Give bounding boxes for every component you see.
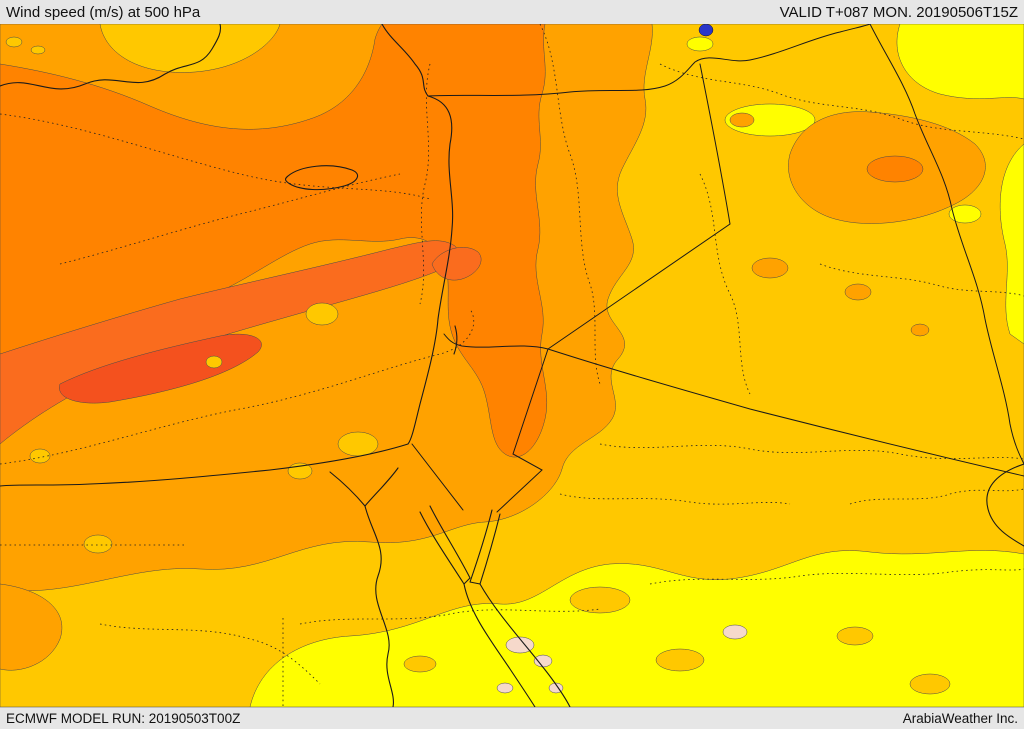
contour-fill-amber-islands (403, 586, 951, 695)
jordan-saudi-border (496, 348, 549, 513)
red-sea-west (463, 583, 536, 707)
dead-sea (453, 325, 458, 355)
contour-fill-yellow-regions (3, 24, 1024, 707)
brand-label: ArabiaWeather Inc. (902, 711, 1018, 726)
model-run-label: ECMWF MODEL RUN: 20190503T00Z (6, 711, 241, 726)
contour-fill-dark-orange-band (0, 24, 924, 458)
country-borders (411, 24, 1024, 513)
nile-river (364, 505, 394, 707)
cyprus-island (285, 165, 359, 191)
contour-fill-amber-holes (5, 24, 379, 554)
israel-egypt-border (411, 443, 464, 511)
nile-delta-east (364, 467, 399, 507)
blue-spot (698, 24, 714, 37)
page-title: Wind speed (m/s) at 500 hPa (6, 3, 201, 21)
footer-bar: ECMWF MODEL RUN: 20190503T00Z ArabiaWeat… (0, 707, 1024, 729)
iraq-iran-border (869, 24, 1024, 465)
gulf-of-aqaba (469, 509, 501, 585)
coastlines (0, 24, 1024, 707)
iraq-saudi-border (547, 348, 1024, 477)
wind-map-canvas (0, 24, 1024, 707)
nile-delta-west (329, 471, 366, 507)
header-bar: Wind speed (m/s) at 500 hPa VALID T+087 … (0, 0, 1024, 24)
red-sea-east (479, 583, 571, 707)
wind-speed-map (0, 24, 1024, 707)
valid-time-label: VALID T+087 MON. 20190506T15Z (779, 3, 1018, 21)
syria-jordan-border (443, 333, 549, 350)
turkey-coast (0, 24, 222, 90)
turkey-syria-border (427, 24, 871, 97)
gulf-of-suez (419, 505, 471, 585)
contour-fill-jet-core (0, 240, 482, 445)
dotted-isolines (0, 24, 1024, 707)
syria-iraq-border (547, 63, 731, 350)
